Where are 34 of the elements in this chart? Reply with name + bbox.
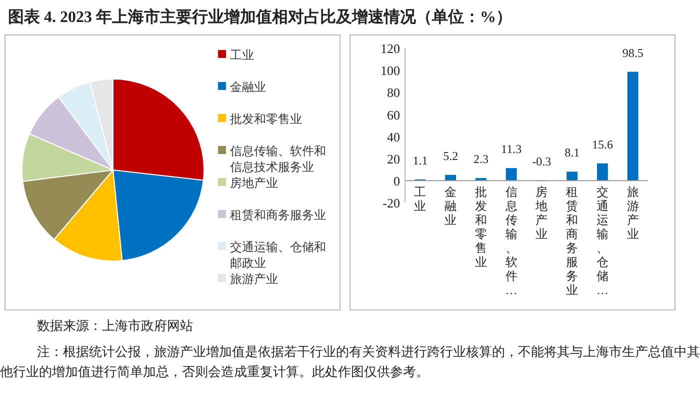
x-tick-label: 批发和零售业 [474,185,487,269]
x-tick-label: 信息传输、软件… [504,185,518,297]
data-label: 11.3 [501,142,522,156]
x-tick-label: 房地产业 [534,185,548,241]
x-tick-label: 旅游产业 [626,185,639,241]
y-tick-label: 60 [387,107,400,122]
x-tick-label: 工业 [414,185,426,213]
data-label: 15.6 [592,137,613,152]
data-label: 98.5 [622,46,644,60]
legend-label: 批发和零售业 [230,112,302,126]
y-tick-label: 100 [380,63,400,78]
x-tick-label: 金融业 [444,185,457,227]
legend-label: 工业 [230,48,254,62]
legend-label: 交通运输、仓储和邮政业 [230,240,326,270]
legend-label: 信息传输、软件和信息技术服务业 [230,144,326,174]
x-tick-label: 交通运输、仓储… [596,185,608,297]
data-label: -0.3 [532,154,552,169]
chart-title: 图表 4. 2023 年上海市主要行业增加值相对占比及增速情况（单位：%） [8,7,512,26]
source-note: 数据来源：上海市政府网站 [36,317,194,335]
data-label: 1.1 [412,153,428,168]
y-tick-label: 120 [380,41,400,56]
y-tick-label: -20 [382,196,400,211]
data-label: 2.3 [473,152,488,166]
y-tick-label: 80 [387,85,400,100]
legend-label: 房地产业 [230,176,278,190]
text: 注：根据统计公报，旅游产业增加值是依据若干行业的有关资料进行跨行业核算的，不能将其与上海市生产总值中其他行业的增加值进行简单加总，否则会造成重复计算。此处作图仅供参考。 [0,343,700,381]
legend-label: 金融业 [230,80,266,94]
y-tick-label: 20 [387,152,400,166]
legend-label: 旅游产业 [230,272,278,286]
y-tick-label: 40 [387,129,400,144]
y-tick-label: 0 [394,174,400,189]
data-label: 8.1 [564,146,580,160]
data-label: 5.2 [443,148,458,163]
x-tick-label: 租赁和商务服务业 [566,185,578,297]
